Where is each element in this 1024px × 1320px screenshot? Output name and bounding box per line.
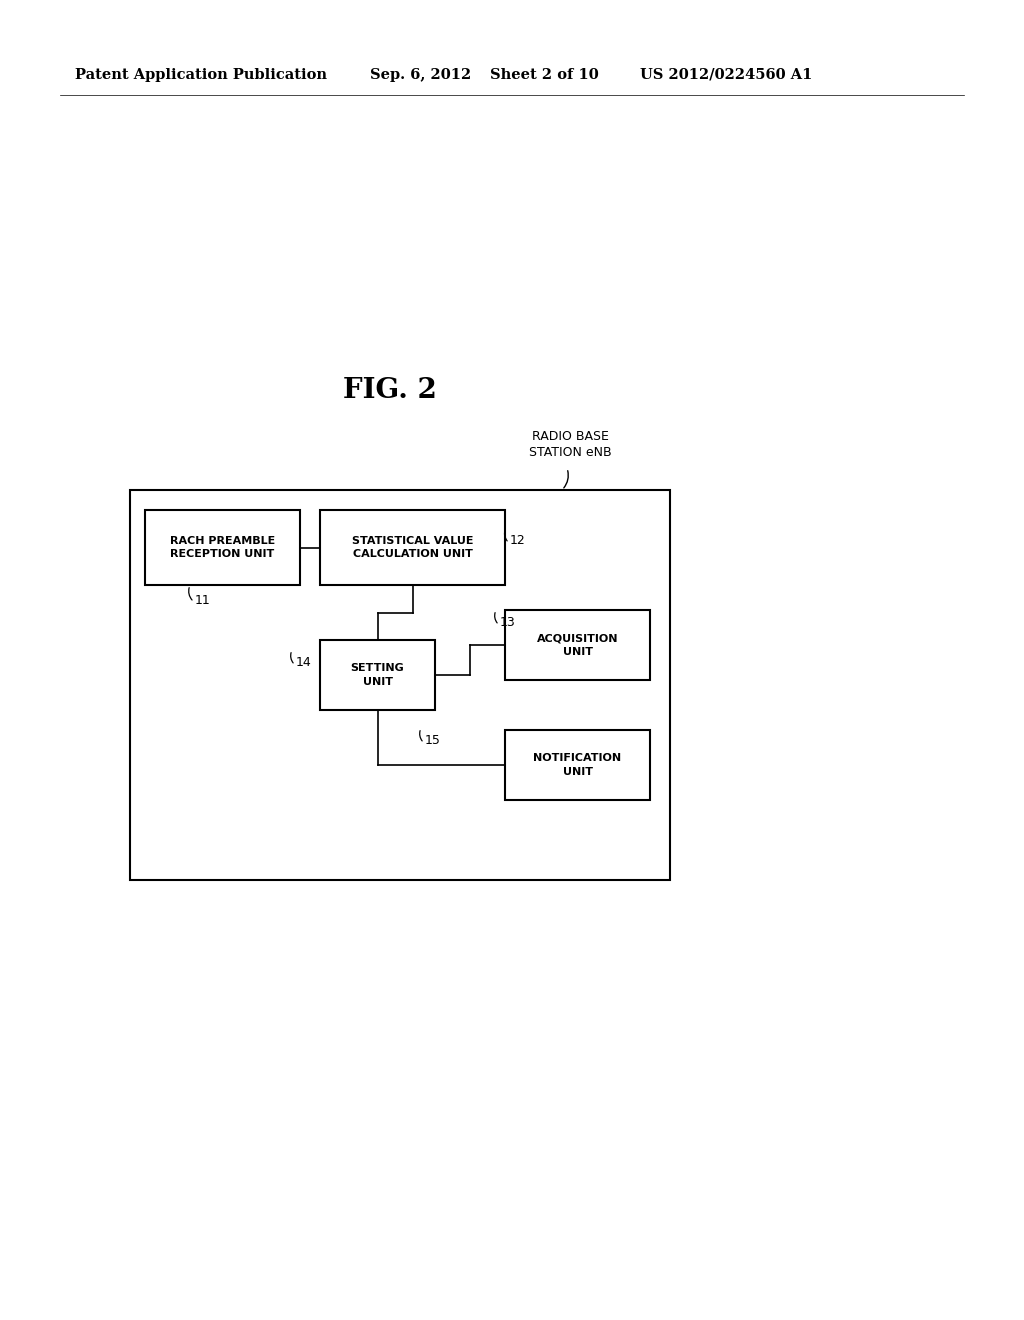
Bar <box>505 730 650 800</box>
Text: 14: 14 <box>296 656 311 668</box>
Text: STATISTICAL VALUE
CALCULATION UNIT: STATISTICAL VALUE CALCULATION UNIT <box>352 536 473 560</box>
Text: 13: 13 <box>500 615 516 628</box>
Text: NOTIFICATION
UNIT: NOTIFICATION UNIT <box>534 754 622 776</box>
Bar <box>319 510 505 585</box>
Text: Sheet 2 of 10: Sheet 2 of 10 <box>490 69 599 82</box>
Text: RACH PREAMBLE
RECEPTION UNIT: RACH PREAMBLE RECEPTION UNIT <box>170 536 275 560</box>
Text: Sep. 6, 2012: Sep. 6, 2012 <box>370 69 471 82</box>
Bar <box>319 640 435 710</box>
Text: ACQUISITION
UNIT: ACQUISITION UNIT <box>537 634 618 656</box>
Text: FIG. 2: FIG. 2 <box>343 376 437 404</box>
Bar <box>145 510 300 585</box>
Text: RADIO BASE
STATION eNB: RADIO BASE STATION eNB <box>528 430 611 459</box>
Text: SETTING
UNIT: SETTING UNIT <box>350 664 404 686</box>
Bar <box>130 490 670 880</box>
Text: 15: 15 <box>425 734 441 747</box>
Bar <box>505 610 650 680</box>
Text: 12: 12 <box>510 533 525 546</box>
Text: US 2012/0224560 A1: US 2012/0224560 A1 <box>640 69 812 82</box>
Text: Patent Application Publication: Patent Application Publication <box>75 69 327 82</box>
Text: 11: 11 <box>195 594 211 606</box>
